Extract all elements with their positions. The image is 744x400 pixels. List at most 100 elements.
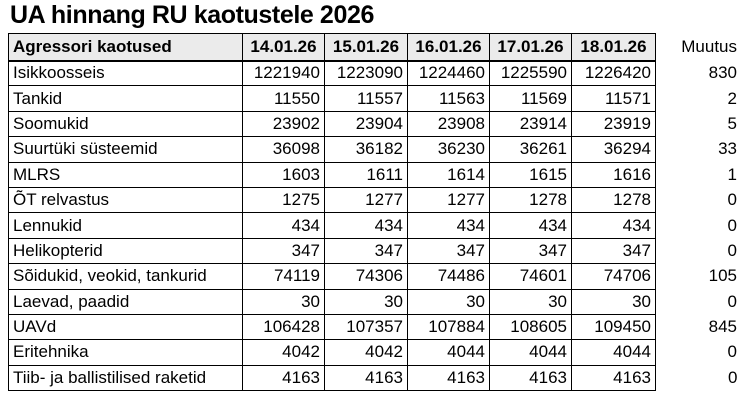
cell-value: 23904 — [324, 110, 408, 138]
table-row: UAVd 106428 107357 107884 108605 109450 845 — [8, 313, 742, 341]
header-date-3: 16.01.26 — [407, 33, 490, 62]
cell-value: 74119 — [242, 263, 325, 290]
table-body: Isikkoosseis 1221940 1223090 1224460 1225590… — [8, 59, 742, 392]
change-value: 1 — [655, 162, 742, 188]
table-row: ÕT relvastus 1275 1277 1277 1278 1278 0 — [8, 186, 742, 214]
cell-value: 4163 — [407, 364, 490, 392]
cell-value: 107357 — [324, 313, 408, 341]
row-label: ÕT relvastus — [8, 186, 243, 214]
row-label: Sõidukid, veokid, tankurid — [8, 263, 243, 290]
cell-value: 1221940 — [242, 59, 325, 87]
cell-value: 434 — [407, 212, 490, 239]
cell-value: 434 — [489, 212, 572, 239]
cell-value: 434 — [242, 212, 325, 239]
cell-value: 4042 — [242, 339, 325, 366]
cell-value: 1226420 — [571, 59, 656, 87]
cell-value: 23902 — [242, 110, 325, 138]
row-label: Lennukid — [8, 212, 243, 239]
change-value: 830 — [655, 60, 742, 86]
cell-value: 347 — [571, 237, 656, 265]
header-date-5: 18.01.26 — [571, 33, 656, 62]
cell-value: 11550 — [242, 85, 325, 112]
row-label: Eritehnika — [8, 339, 243, 366]
change-value: 5 — [655, 111, 742, 137]
cell-value: 1225590 — [489, 59, 572, 87]
table-row: Suurtüki süsteemid 36098 36182 36230 36261 36… — [8, 136, 742, 163]
table-row: Tiib- ja ballistilised raketid 4163 4163 41… — [8, 364, 742, 392]
cell-value: 347 — [407, 237, 490, 265]
cell-value: 30 — [571, 288, 656, 315]
cell-value: 1224460 — [407, 59, 490, 87]
cell-value: 30 — [324, 288, 408, 315]
cell-value: 106428 — [242, 313, 325, 341]
row-label: Laevad, paadid — [8, 288, 243, 315]
cell-value: 30 — [407, 288, 490, 315]
cell-value: 1611 — [324, 161, 408, 188]
cell-value: 74486 — [407, 263, 490, 290]
cell-value: 4044 — [407, 339, 490, 366]
change-value: 0 — [655, 238, 742, 264]
cell-value: 36098 — [242, 136, 325, 163]
cell-value: 4044 — [489, 339, 572, 366]
cell-value: 434 — [324, 212, 408, 239]
table-row: Sõidukid, veokid, tankurid 74119 74306 7448… — [8, 263, 742, 290]
cell-value: 108605 — [489, 313, 572, 341]
cell-value: 36182 — [324, 136, 408, 163]
table-row: MLRS 1603 1611 1614 1615 1616 1 — [8, 161, 742, 188]
cell-value: 36230 — [407, 136, 490, 163]
cell-value: 1278 — [571, 186, 656, 214]
cell-value: 347 — [489, 237, 572, 265]
cell-value: 4163 — [324, 364, 408, 392]
header-date-4: 17.01.26 — [489, 33, 572, 62]
cell-value: 109450 — [571, 313, 656, 341]
losses-table: Agressori kaotused 14.01.26 15.01.26 16.… — [8, 33, 742, 392]
cell-value: 4163 — [242, 364, 325, 392]
cell-value: 36294 — [571, 136, 656, 163]
cell-value: 1278 — [489, 186, 572, 214]
header-aggressor-losses: Agressori kaotused — [8, 33, 243, 62]
cell-value: 1615 — [489, 161, 572, 188]
change-value: 0 — [655, 365, 742, 391]
change-value: 33 — [655, 136, 742, 163]
cell-value: 347 — [242, 237, 325, 265]
table-row: Laevad, paadid 30 30 30 30 30 0 — [8, 288, 742, 315]
change-value: 845 — [655, 314, 742, 340]
cell-value: 74706 — [571, 263, 656, 290]
header-date-1: 14.01.26 — [242, 33, 325, 62]
cell-value: 4163 — [571, 364, 656, 392]
cell-value: 1277 — [324, 186, 408, 214]
cell-value: 1614 — [407, 161, 490, 188]
row-label: Helikopterid — [8, 237, 243, 265]
cell-value: 107884 — [407, 313, 490, 341]
cell-value: 434 — [571, 212, 656, 239]
cell-value: 11569 — [489, 85, 572, 112]
cell-value: 1277 — [407, 186, 490, 214]
cell-value: 1616 — [571, 161, 656, 188]
page-title: UA hinnang RU kaotustele 2026 — [10, 1, 374, 29]
cell-value: 74601 — [489, 263, 572, 290]
row-label: Suurtüki süsteemid — [8, 136, 243, 163]
change-value: 0 — [655, 339, 742, 366]
cell-value: 23919 — [571, 110, 656, 138]
cell-value: 11571 — [571, 85, 656, 112]
table-row: Lennukid 434 434 434 434 434 0 — [8, 212, 742, 239]
cell-value: 11563 — [407, 85, 490, 112]
cell-value: 36261 — [489, 136, 572, 163]
table-row: Eritehnika 4042 4042 4044 4044 4044 0 — [8, 339, 742, 366]
row-label: Tiib- ja ballistilised raketid — [8, 364, 243, 392]
cell-value: 4163 — [489, 364, 572, 392]
table-header-row: Agressori kaotused 14.01.26 15.01.26 16.… — [8, 33, 742, 62]
row-label: Tankid — [8, 85, 243, 112]
cell-value: 1603 — [242, 161, 325, 188]
row-label: MLRS — [8, 161, 243, 188]
cell-value: 1223090 — [324, 59, 408, 87]
header-date-2: 15.01.26 — [324, 33, 408, 62]
cell-value: 4042 — [324, 339, 408, 366]
change-value: 2 — [655, 85, 742, 112]
cell-value: 11557 — [324, 85, 408, 112]
change-value: 105 — [655, 263, 742, 290]
cell-value: 347 — [324, 237, 408, 265]
cell-value: 1275 — [242, 186, 325, 214]
table-row: Isikkoosseis 1221940 1223090 1224460 1225590… — [8, 59, 742, 87]
change-value: 0 — [655, 212, 742, 239]
